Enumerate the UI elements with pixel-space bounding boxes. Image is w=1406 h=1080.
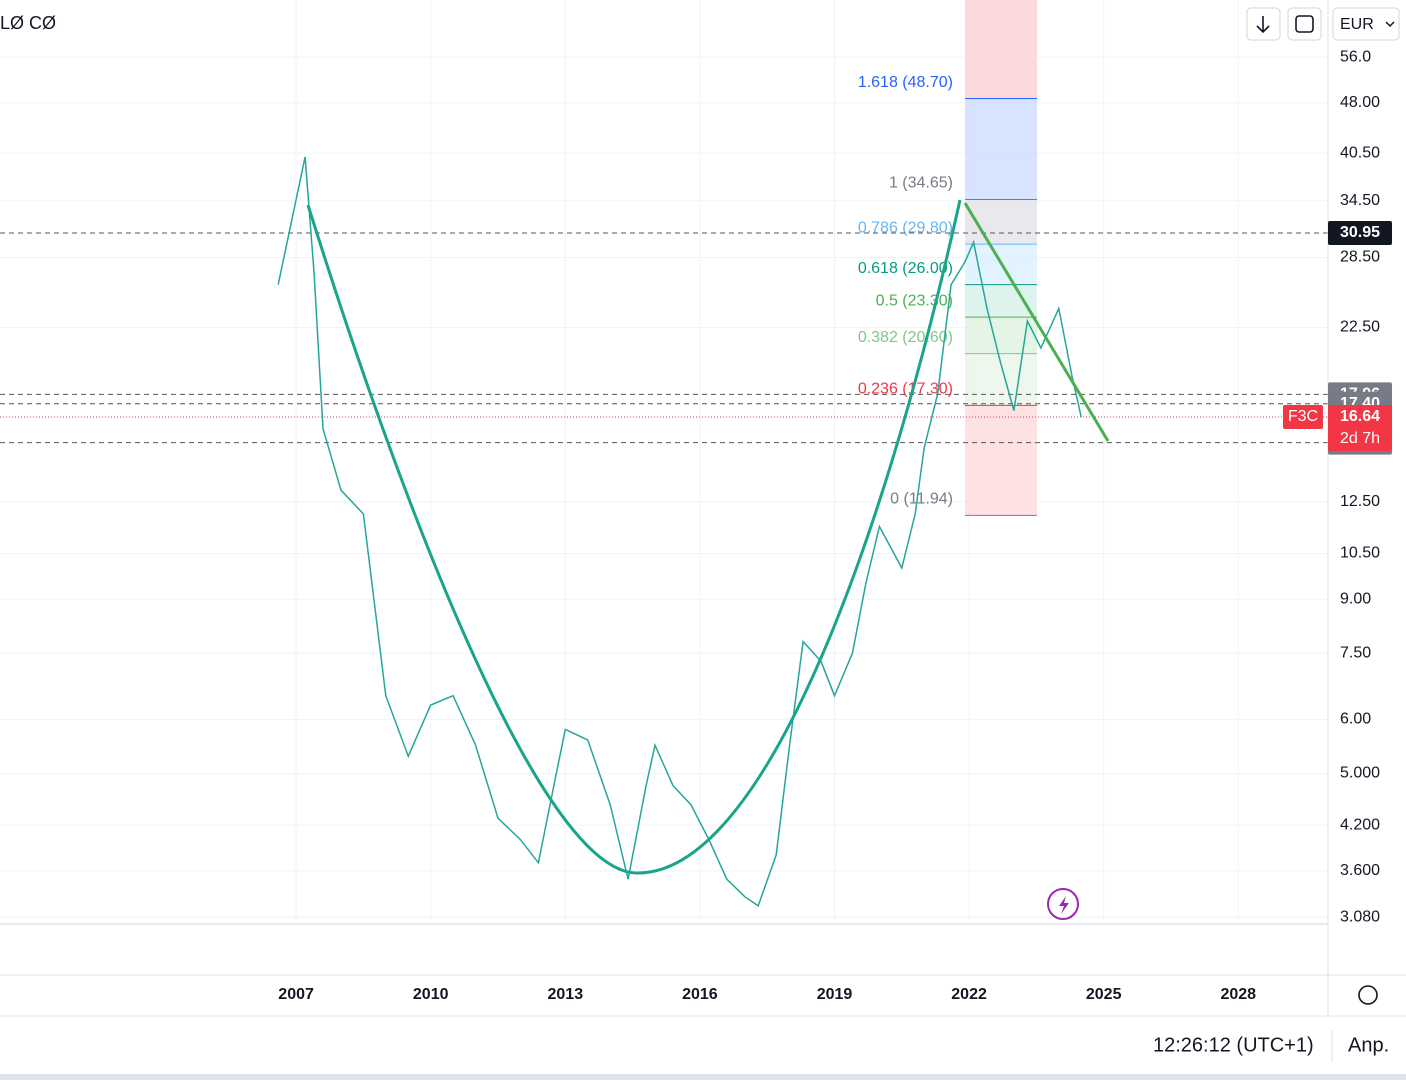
price-line-series xyxy=(277,156,1082,907)
currency: EUR xyxy=(1340,16,1374,33)
y-tick-label: 12.50 xyxy=(1340,493,1380,510)
y-tick-label: 40.50 xyxy=(1340,144,1380,161)
symbol: LØ CØ xyxy=(0,13,56,33)
currency-button[interactable] xyxy=(1332,7,1400,41)
cup-curve xyxy=(306,199,962,875)
grid xyxy=(0,0,1328,922)
event-bolt xyxy=(1059,896,1069,914)
y-tick-label: 3.080 xyxy=(1340,908,1380,925)
y-tick-label: 4.200 xyxy=(1340,816,1380,833)
caret xyxy=(1385,21,1395,28)
y-tick-label: 48.00 xyxy=(1340,94,1380,111)
fib-zone xyxy=(965,284,1037,318)
y-tick-label: 9.00 xyxy=(1340,590,1371,607)
fib-zone xyxy=(965,405,1037,516)
fib-label: 1.618 (48.70) xyxy=(858,74,953,91)
x-tick-label: 2025 xyxy=(1086,986,1122,1003)
fib-zone xyxy=(965,98,1037,200)
y-tick-label: 28.50 xyxy=(1340,249,1380,266)
x-tick-label: 2007 xyxy=(278,986,314,1003)
price-label-bg xyxy=(1328,220,1392,245)
fullscreen-button[interactable] xyxy=(1287,7,1322,41)
settings-button[interactable] xyxy=(1358,985,1378,1005)
plot xyxy=(0,156,1328,907)
x-tick-label: 2010 xyxy=(413,986,449,1003)
fib-label: 0 (11.94) xyxy=(890,491,953,508)
countdown: 2d 7h xyxy=(1340,430,1380,447)
x-tick-label: 2019 xyxy=(817,986,853,1003)
fib-zone xyxy=(965,0,1037,99)
fullscreen-icon xyxy=(1295,15,1314,33)
y-tick-label: 10.50 xyxy=(1340,545,1380,562)
download-icon xyxy=(1256,16,1270,34)
y-tick-label: 56.0 xyxy=(1340,48,1371,65)
y-tick-label: 34.50 xyxy=(1340,192,1380,209)
symbol-tag-bg xyxy=(1283,404,1323,429)
y-tick-label: 3.600 xyxy=(1340,862,1380,879)
scrollbar xyxy=(0,1074,1406,1080)
x-tick-label: 2013 xyxy=(548,986,584,1003)
x-tick-label: 2022 xyxy=(951,986,987,1003)
fib-label: 0.382 (20.60) xyxy=(858,329,953,346)
y-tick-label: 22.50 xyxy=(1340,319,1380,336)
symbol-tag: F3C xyxy=(1288,408,1318,425)
x-tick-label: 2028 xyxy=(1220,986,1256,1003)
fib-label: 1 (34.65) xyxy=(889,175,953,192)
fib-label: 0.5 (23.30) xyxy=(876,292,953,309)
fib-label: 0.618 (26.00) xyxy=(858,260,953,277)
axes: 56.0 48.00 40.50 34.50 28.50 22.50 12.50 10.50 9… xyxy=(278,48,1392,1003)
price-label: 30.95 xyxy=(1340,224,1380,241)
x-tick-label: 2016 xyxy=(682,986,718,1003)
clock: 12:26:12 (UTC+1) xyxy=(1153,1034,1314,1056)
fib-label: 0.786 (29.80) xyxy=(858,219,953,236)
y-tick-label: 6.00 xyxy=(1340,711,1371,728)
trend-line xyxy=(963,202,1110,442)
y-tick-label: 7.50 xyxy=(1340,644,1371,661)
fib-label: 0.236 (17.30) xyxy=(858,381,953,398)
fib-zone xyxy=(965,317,1037,354)
last-price-bg xyxy=(1328,404,1392,451)
y-tick-label: 5.000 xyxy=(1340,765,1380,782)
adjust-button[interactable]: Anp. xyxy=(1348,1034,1389,1056)
last-price: 16.64 xyxy=(1340,408,1380,425)
